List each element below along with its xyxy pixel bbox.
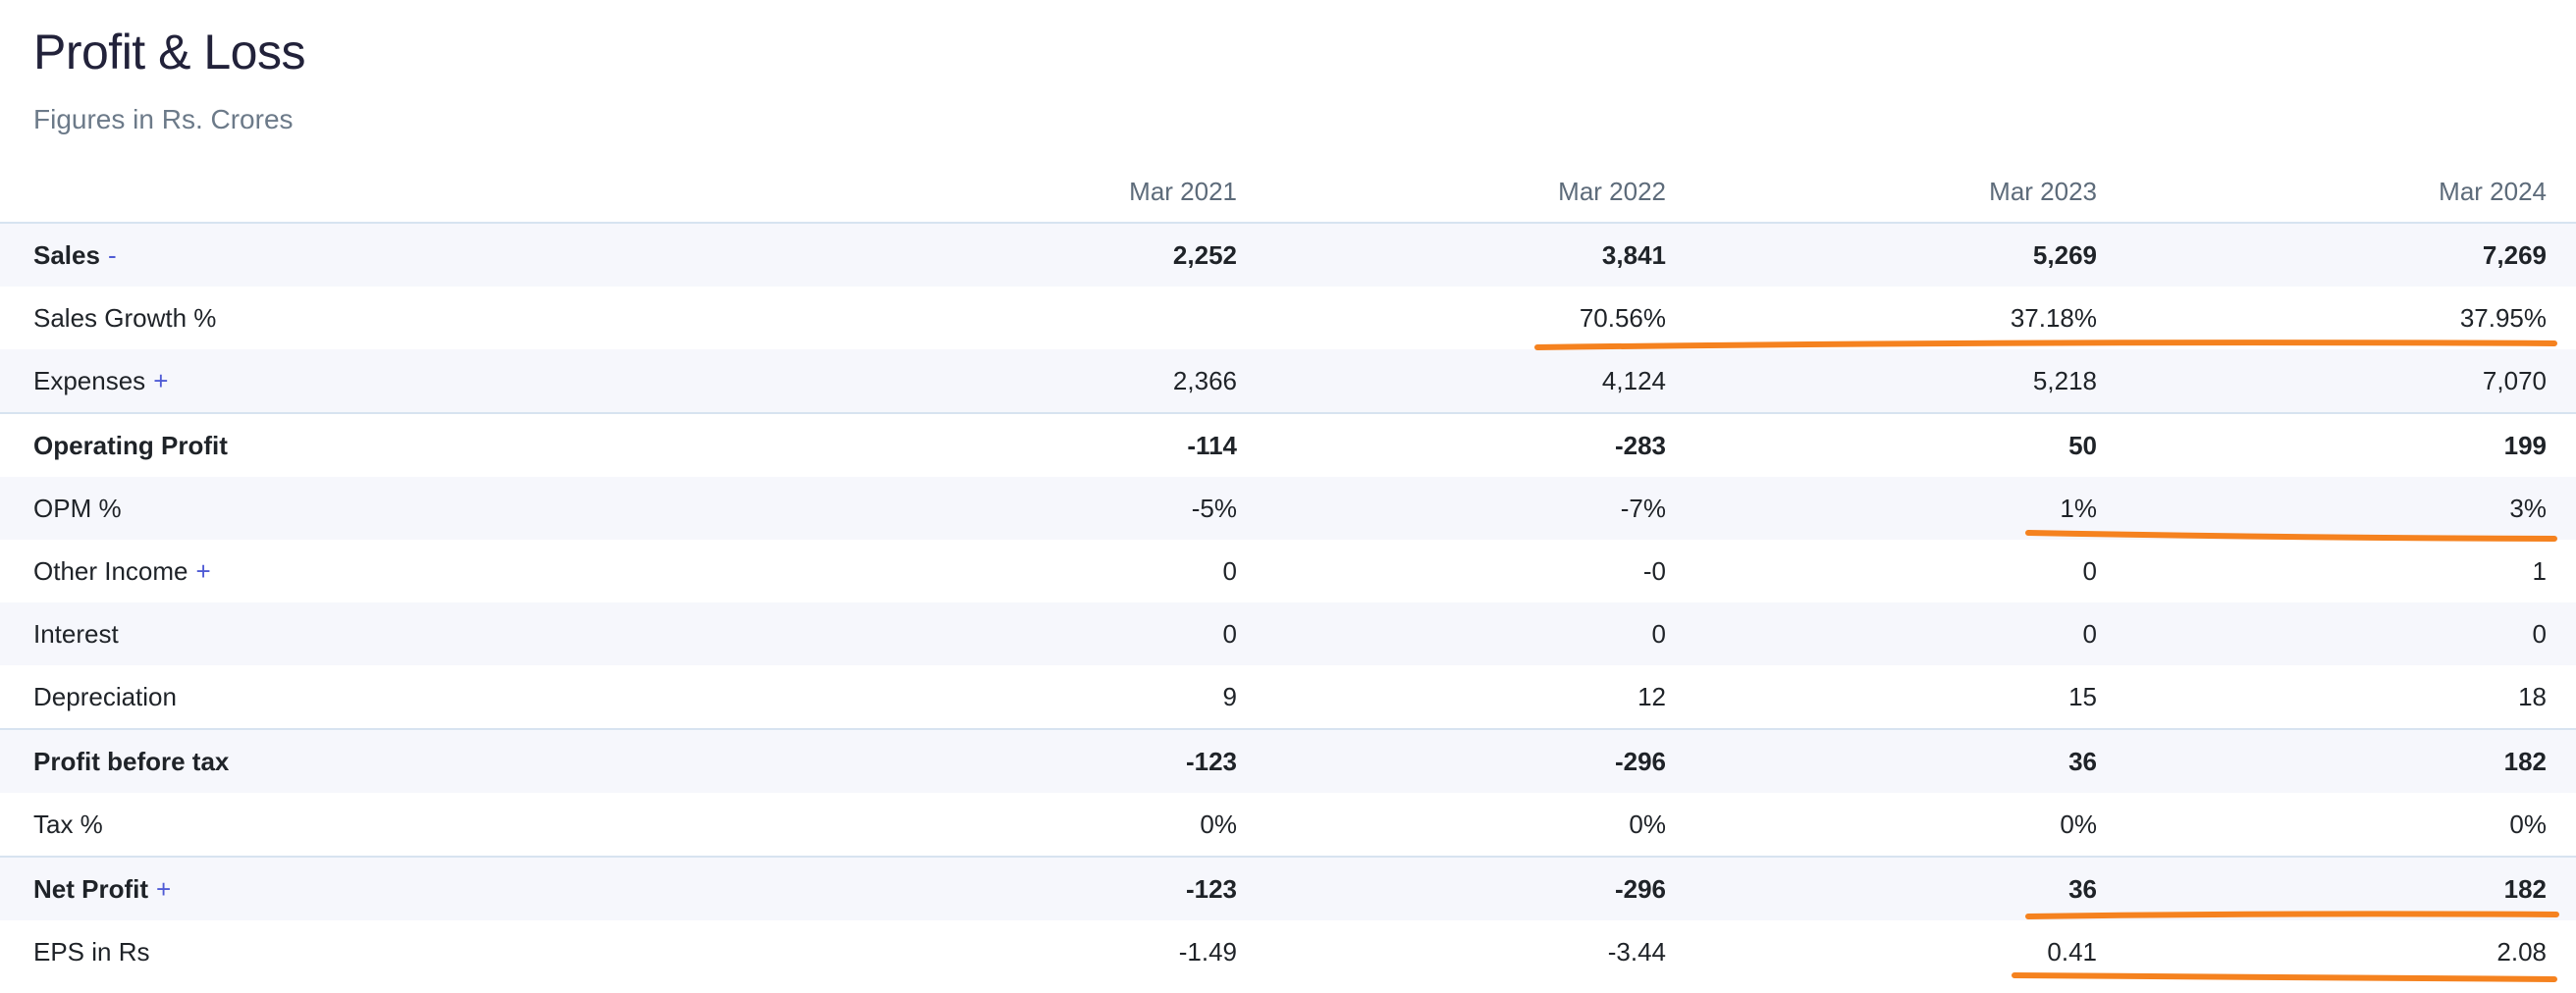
row-label: Interest: [33, 618, 119, 649]
value-cell: -3.44: [1237, 920, 1666, 983]
value-cell: 1: [2097, 540, 2576, 602]
expand-expenses-button[interactable]: +: [153, 365, 169, 395]
value-cell: 182: [2097, 728, 2576, 793]
row-label: Sales Growth %: [33, 302, 217, 333]
value-cell: 0: [1237, 602, 1666, 665]
value-cell: 2,252: [897, 223, 1237, 287]
expand-net-profit-button[interactable]: +: [156, 873, 172, 904]
row-depreciation: Depreciation 9 12 15 18: [0, 665, 2576, 729]
value-cell: 12: [1237, 665, 1666, 729]
row-eps: EPS in Rs -1.49 -3.44 0.41 2.08: [0, 920, 2576, 983]
row-tax: Tax % 0% 0% 0% 0%: [0, 793, 2576, 857]
value-cell: 0: [897, 540, 1237, 602]
row-label-cell: Interest: [0, 602, 897, 665]
row-label-cell: Depreciation: [0, 665, 897, 729]
value-cell: -123: [897, 728, 1237, 793]
value-cell: 0: [897, 602, 1237, 665]
row-operating-profit: Operating Profit -114 -283 50 199: [0, 412, 2576, 477]
value-cell: 15: [1666, 665, 2097, 729]
row-label-cell: OPM %: [0, 477, 897, 540]
value-cell: 7,269: [2097, 223, 2576, 287]
column-header-mar-2023: Mar 2023: [1666, 161, 2097, 224]
row-label-cell: EPS in Rs: [0, 920, 897, 983]
column-header-mar-2024: Mar 2024: [2097, 161, 2576, 224]
row-label-cell: Sales Growth %: [0, 287, 897, 349]
row-label-cell: Net Profit +: [0, 856, 897, 920]
value-cell: 0.41: [1666, 920, 2097, 983]
value-cell: -0: [1237, 540, 1666, 602]
row-label-cell: Other Income +: [0, 540, 897, 602]
value-cell: -296: [1237, 856, 1666, 920]
value-cell: 50: [1666, 412, 2097, 477]
value-cell: 7,070: [2097, 349, 2576, 413]
row-other-income: Other Income + 0 -0 0 1: [0, 540, 2576, 602]
column-header-label: [0, 161, 897, 224]
value-cell: -7%: [1237, 477, 1666, 540]
value-cell: 70.56%: [1237, 287, 1666, 349]
value-cell: 199: [2097, 412, 2576, 477]
value-cell: 9: [897, 665, 1237, 729]
row-interest: Interest 0 0 0 0: [0, 602, 2576, 665]
value-cell: 0: [1666, 602, 2097, 665]
value-cell: 36: [1666, 856, 2097, 920]
value-cell: 0%: [2097, 793, 2576, 857]
value-cell: -123: [897, 856, 1237, 920]
row-label: Tax %: [33, 809, 103, 839]
value-cell: -5%: [897, 477, 1237, 540]
row-label: EPS in Rs: [33, 936, 150, 967]
row-profit-before-tax: Profit before tax -123 -296 36 182: [0, 728, 2576, 793]
row-label: Sales: [33, 239, 100, 270]
value-cell: 182: [2097, 856, 2576, 920]
value-cell: 37.95%: [2097, 287, 2576, 349]
profit-loss-table: Mar 2021 Mar 2022 Mar 2023 Mar 2024 Sale…: [0, 161, 2576, 983]
row-label: Net Profit: [33, 873, 148, 904]
table-header-row: Mar 2021 Mar 2022 Mar 2023 Mar 2024: [0, 161, 2576, 224]
value-cell: 0: [2097, 602, 2576, 665]
value-cell: -114: [897, 412, 1237, 477]
value-cell: 37.18%: [1666, 287, 2097, 349]
row-sales-growth: Sales Growth % 70.56% 37.18% 37.95%: [0, 287, 2576, 349]
value-cell: 0%: [897, 793, 1237, 857]
row-expenses: Expenses + 2,366 4,124 5,218 7,070: [0, 349, 2576, 413]
expand-other-income-button[interactable]: +: [195, 555, 211, 586]
row-label-cell: Expenses +: [0, 349, 897, 413]
value-cell: -283: [1237, 412, 1666, 477]
row-label-cell: Sales -: [0, 223, 897, 287]
value-cell: -1.49: [897, 920, 1237, 983]
value-cell: 2,366: [897, 349, 1237, 413]
row-label: OPM %: [33, 493, 122, 523]
row-label: Expenses: [33, 365, 146, 395]
value-cell: 2.08: [2097, 920, 2576, 983]
value-cell: 0: [1666, 540, 2097, 602]
page-subtitle: Figures in Rs. Crores: [33, 104, 294, 134]
value-cell: 3%: [2097, 477, 2576, 540]
row-label: Operating Profit: [33, 430, 228, 460]
column-header-mar-2022: Mar 2022: [1237, 161, 1666, 224]
page-title: Profit & Loss: [33, 25, 305, 79]
row-label: Depreciation: [33, 681, 177, 711]
row-label: Other Income: [33, 555, 188, 586]
row-label-cell: Profit before tax: [0, 728, 897, 793]
value-cell: 0%: [1237, 793, 1666, 857]
value-cell: 36: [1666, 728, 2097, 793]
row-sales: Sales - 2,252 3,841 5,269 7,269: [0, 223, 2576, 287]
value-cell: 0%: [1666, 793, 2097, 857]
row-label: Profit before tax: [33, 746, 230, 776]
value-cell: 5,218: [1666, 349, 2097, 413]
collapse-sales-button[interactable]: -: [107, 239, 117, 270]
row-net-profit: Net Profit + -123 -296 36 182: [0, 856, 2576, 920]
column-header-mar-2021: Mar 2021: [897, 161, 1237, 224]
value-cell: 3,841: [1237, 223, 1666, 287]
row-label-cell: Operating Profit: [0, 412, 897, 477]
value-cell: [897, 287, 1237, 349]
value-cell: 18: [2097, 665, 2576, 729]
value-cell: -296: [1237, 728, 1666, 793]
value-cell: 5,269: [1666, 223, 2097, 287]
row-label-cell: Tax %: [0, 793, 897, 857]
row-opm: OPM % -5% -7% 1% 3%: [0, 477, 2576, 540]
value-cell: 1%: [1666, 477, 2097, 540]
value-cell: 4,124: [1237, 349, 1666, 413]
